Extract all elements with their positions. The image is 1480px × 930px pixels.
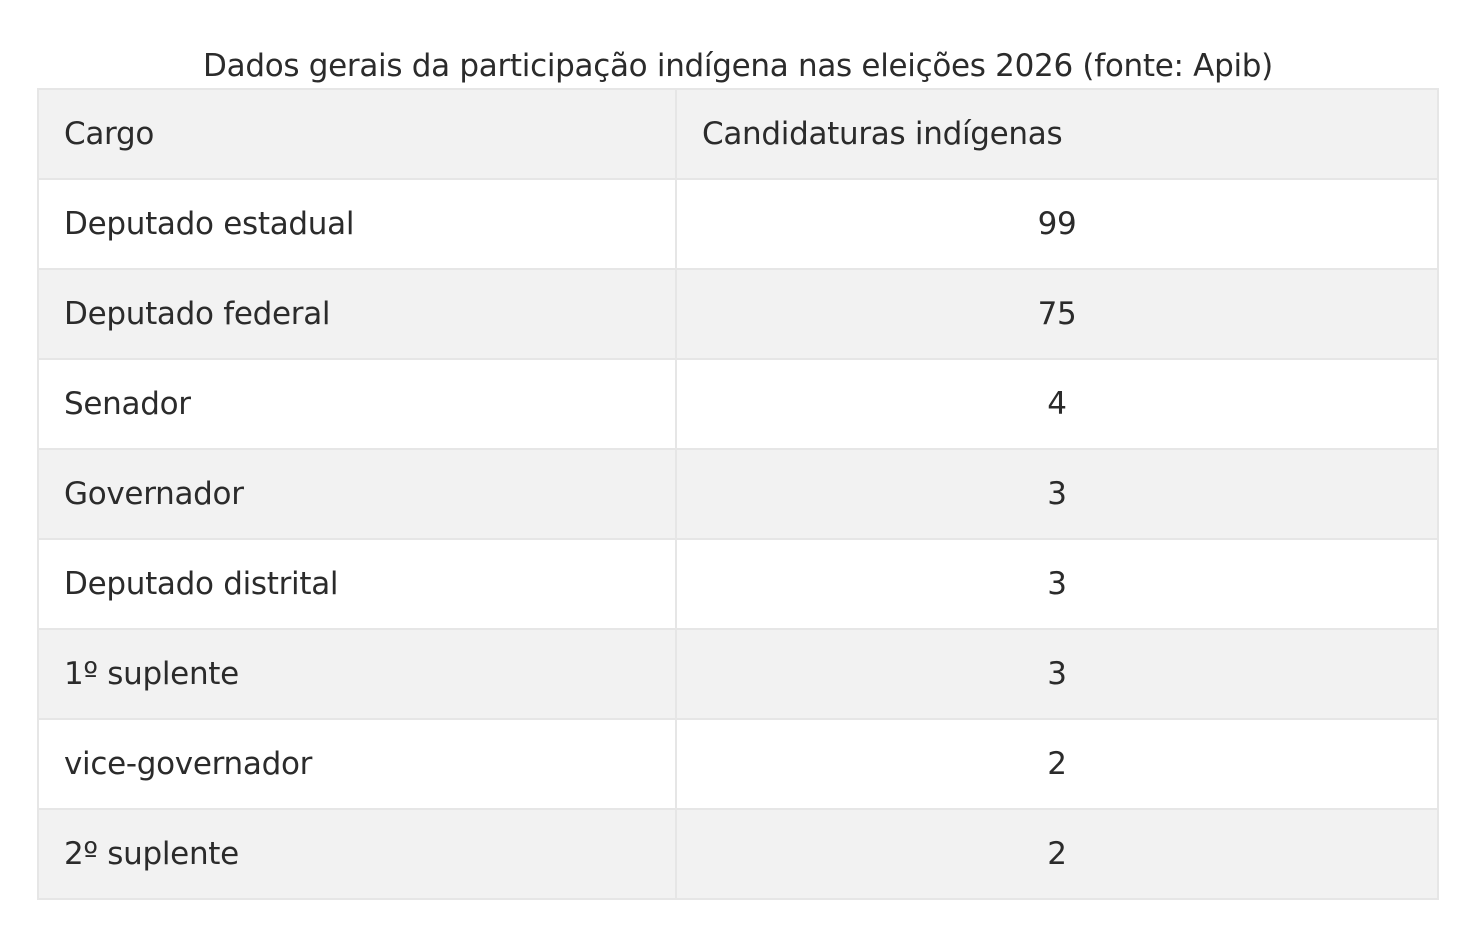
cargo-cell: 1º suplente xyxy=(37,628,677,720)
table-caption: Dados gerais da participação indígena na… xyxy=(203,48,1273,84)
table-body: Deputado estadual 99 Deputado federal 75… xyxy=(37,178,1439,900)
cargo-cell: vice-governador xyxy=(37,718,677,810)
candidaturas-cell: 75 xyxy=(675,268,1439,360)
cargo-cell: Governador xyxy=(37,448,677,540)
cargo-cell: Deputado estadual xyxy=(37,178,677,270)
candidaturas-cell: 99 xyxy=(675,178,1439,270)
column-header-candidaturas: Candidaturas indígenas xyxy=(675,88,1439,180)
cargo-cell: Senador xyxy=(37,358,677,450)
table-row: Deputado distrital 3 xyxy=(37,538,1439,630)
candidacies-table: Cargo Candidaturas indígenas Deputado es… xyxy=(37,88,1439,900)
table-row: Deputado federal 75 xyxy=(37,268,1439,360)
table-row: Deputado estadual 99 xyxy=(37,178,1439,270)
table-row: vice-governador 2 xyxy=(37,718,1439,810)
cargo-cell: Deputado federal xyxy=(37,268,677,360)
candidaturas-cell: 2 xyxy=(675,808,1439,900)
candidaturas-cell: 3 xyxy=(675,628,1439,720)
header-row: Cargo Candidaturas indígenas xyxy=(37,88,1439,180)
candidaturas-cell: 4 xyxy=(675,358,1439,450)
table-row: Governador 3 xyxy=(37,448,1439,540)
table-row: Senador 4 xyxy=(37,358,1439,450)
cargo-cell: 2º suplente xyxy=(37,808,677,900)
cargo-cell: Deputado distrital xyxy=(37,538,677,630)
column-header-cargo: Cargo xyxy=(37,88,677,180)
candidaturas-cell: 2 xyxy=(675,718,1439,810)
table-header: Cargo Candidaturas indígenas xyxy=(37,88,1439,180)
candidaturas-cell: 3 xyxy=(675,538,1439,630)
table-row: 1º suplente 3 xyxy=(37,628,1439,720)
candidaturas-cell: 3 xyxy=(675,448,1439,540)
table-row: 2º suplente 2 xyxy=(37,808,1439,900)
